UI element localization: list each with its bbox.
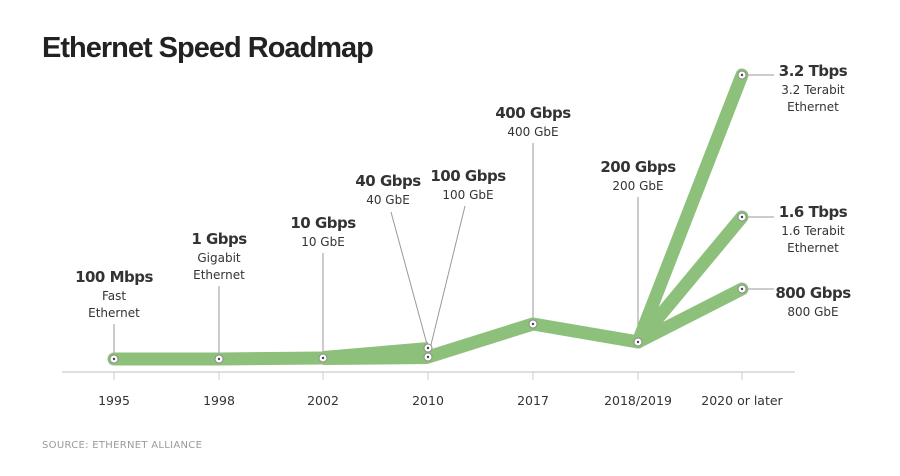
x-tick-label: 1995 <box>98 393 130 408</box>
point-sublabel: 400 GbE <box>507 125 558 139</box>
leader-line <box>427 205 466 358</box>
speed-band-branch <box>631 68 749 349</box>
point-sublabel: Fast <box>102 289 126 303</box>
point-sublabel: 3.2 Terabit <box>781 83 845 97</box>
data-point-center <box>740 287 744 291</box>
data-point-center <box>426 355 430 359</box>
point-label: 200 Gbps <box>600 158 676 176</box>
point-sublabel: 200 GbE <box>612 179 663 193</box>
x-tick-label: 2020 or later <box>701 393 783 408</box>
point-sublabel: Ethernet <box>787 100 839 114</box>
data-point-center <box>426 346 430 350</box>
point-label: 800 Gbps <box>775 284 851 302</box>
point-sublabel: Ethernet <box>787 241 839 255</box>
point-label: 100 Mbps <box>75 268 153 286</box>
chart-title: Ethernet Speed Roadmap <box>42 32 374 64</box>
point-label: 400 Gbps <box>495 104 571 122</box>
point-sublabel: 40 GbE <box>366 193 410 207</box>
data-point-center <box>636 340 640 344</box>
point-label: 1.6 Tbps <box>779 203 848 221</box>
speed-band-branch <box>631 282 749 349</box>
x-tick-label: 2010 <box>412 393 444 408</box>
point-sublabel: 10 GbE <box>301 235 345 249</box>
data-point-center <box>321 356 325 360</box>
x-tick-label: 2018/2019 <box>604 393 672 408</box>
x-tick-label: 1998 <box>203 393 235 408</box>
leader-line <box>390 211 429 349</box>
data-point-center <box>531 322 535 326</box>
x-tick-label: 2017 <box>517 393 549 408</box>
point-label: 100 Gbps <box>430 167 506 185</box>
point-label: 40 Gbps <box>355 172 421 190</box>
source-note: SOURCE: ETHERNET ALLIANCE <box>42 440 203 451</box>
point-label: 3.2 Tbps <box>779 62 848 80</box>
point-label: 10 Gbps <box>290 214 356 232</box>
speed-band <box>107 317 645 366</box>
point-sublabel: Ethernet <box>193 268 245 282</box>
speed-band-branch <box>631 210 749 349</box>
data-point-center <box>740 73 744 77</box>
point-sublabel: 800 GbE <box>787 305 838 319</box>
point-label: 1 Gbps <box>191 230 247 248</box>
data-point-center <box>740 215 744 219</box>
point-sublabel: Ethernet <box>88 306 140 320</box>
x-tick-label: 2002 <box>307 393 339 408</box>
data-point-center <box>112 357 116 361</box>
point-sublabel: Gigabit <box>197 251 241 265</box>
point-sublabel: 100 GbE <box>442 188 493 202</box>
data-point-center <box>217 357 221 361</box>
point-sublabel: 1.6 Terabit <box>781 224 845 238</box>
